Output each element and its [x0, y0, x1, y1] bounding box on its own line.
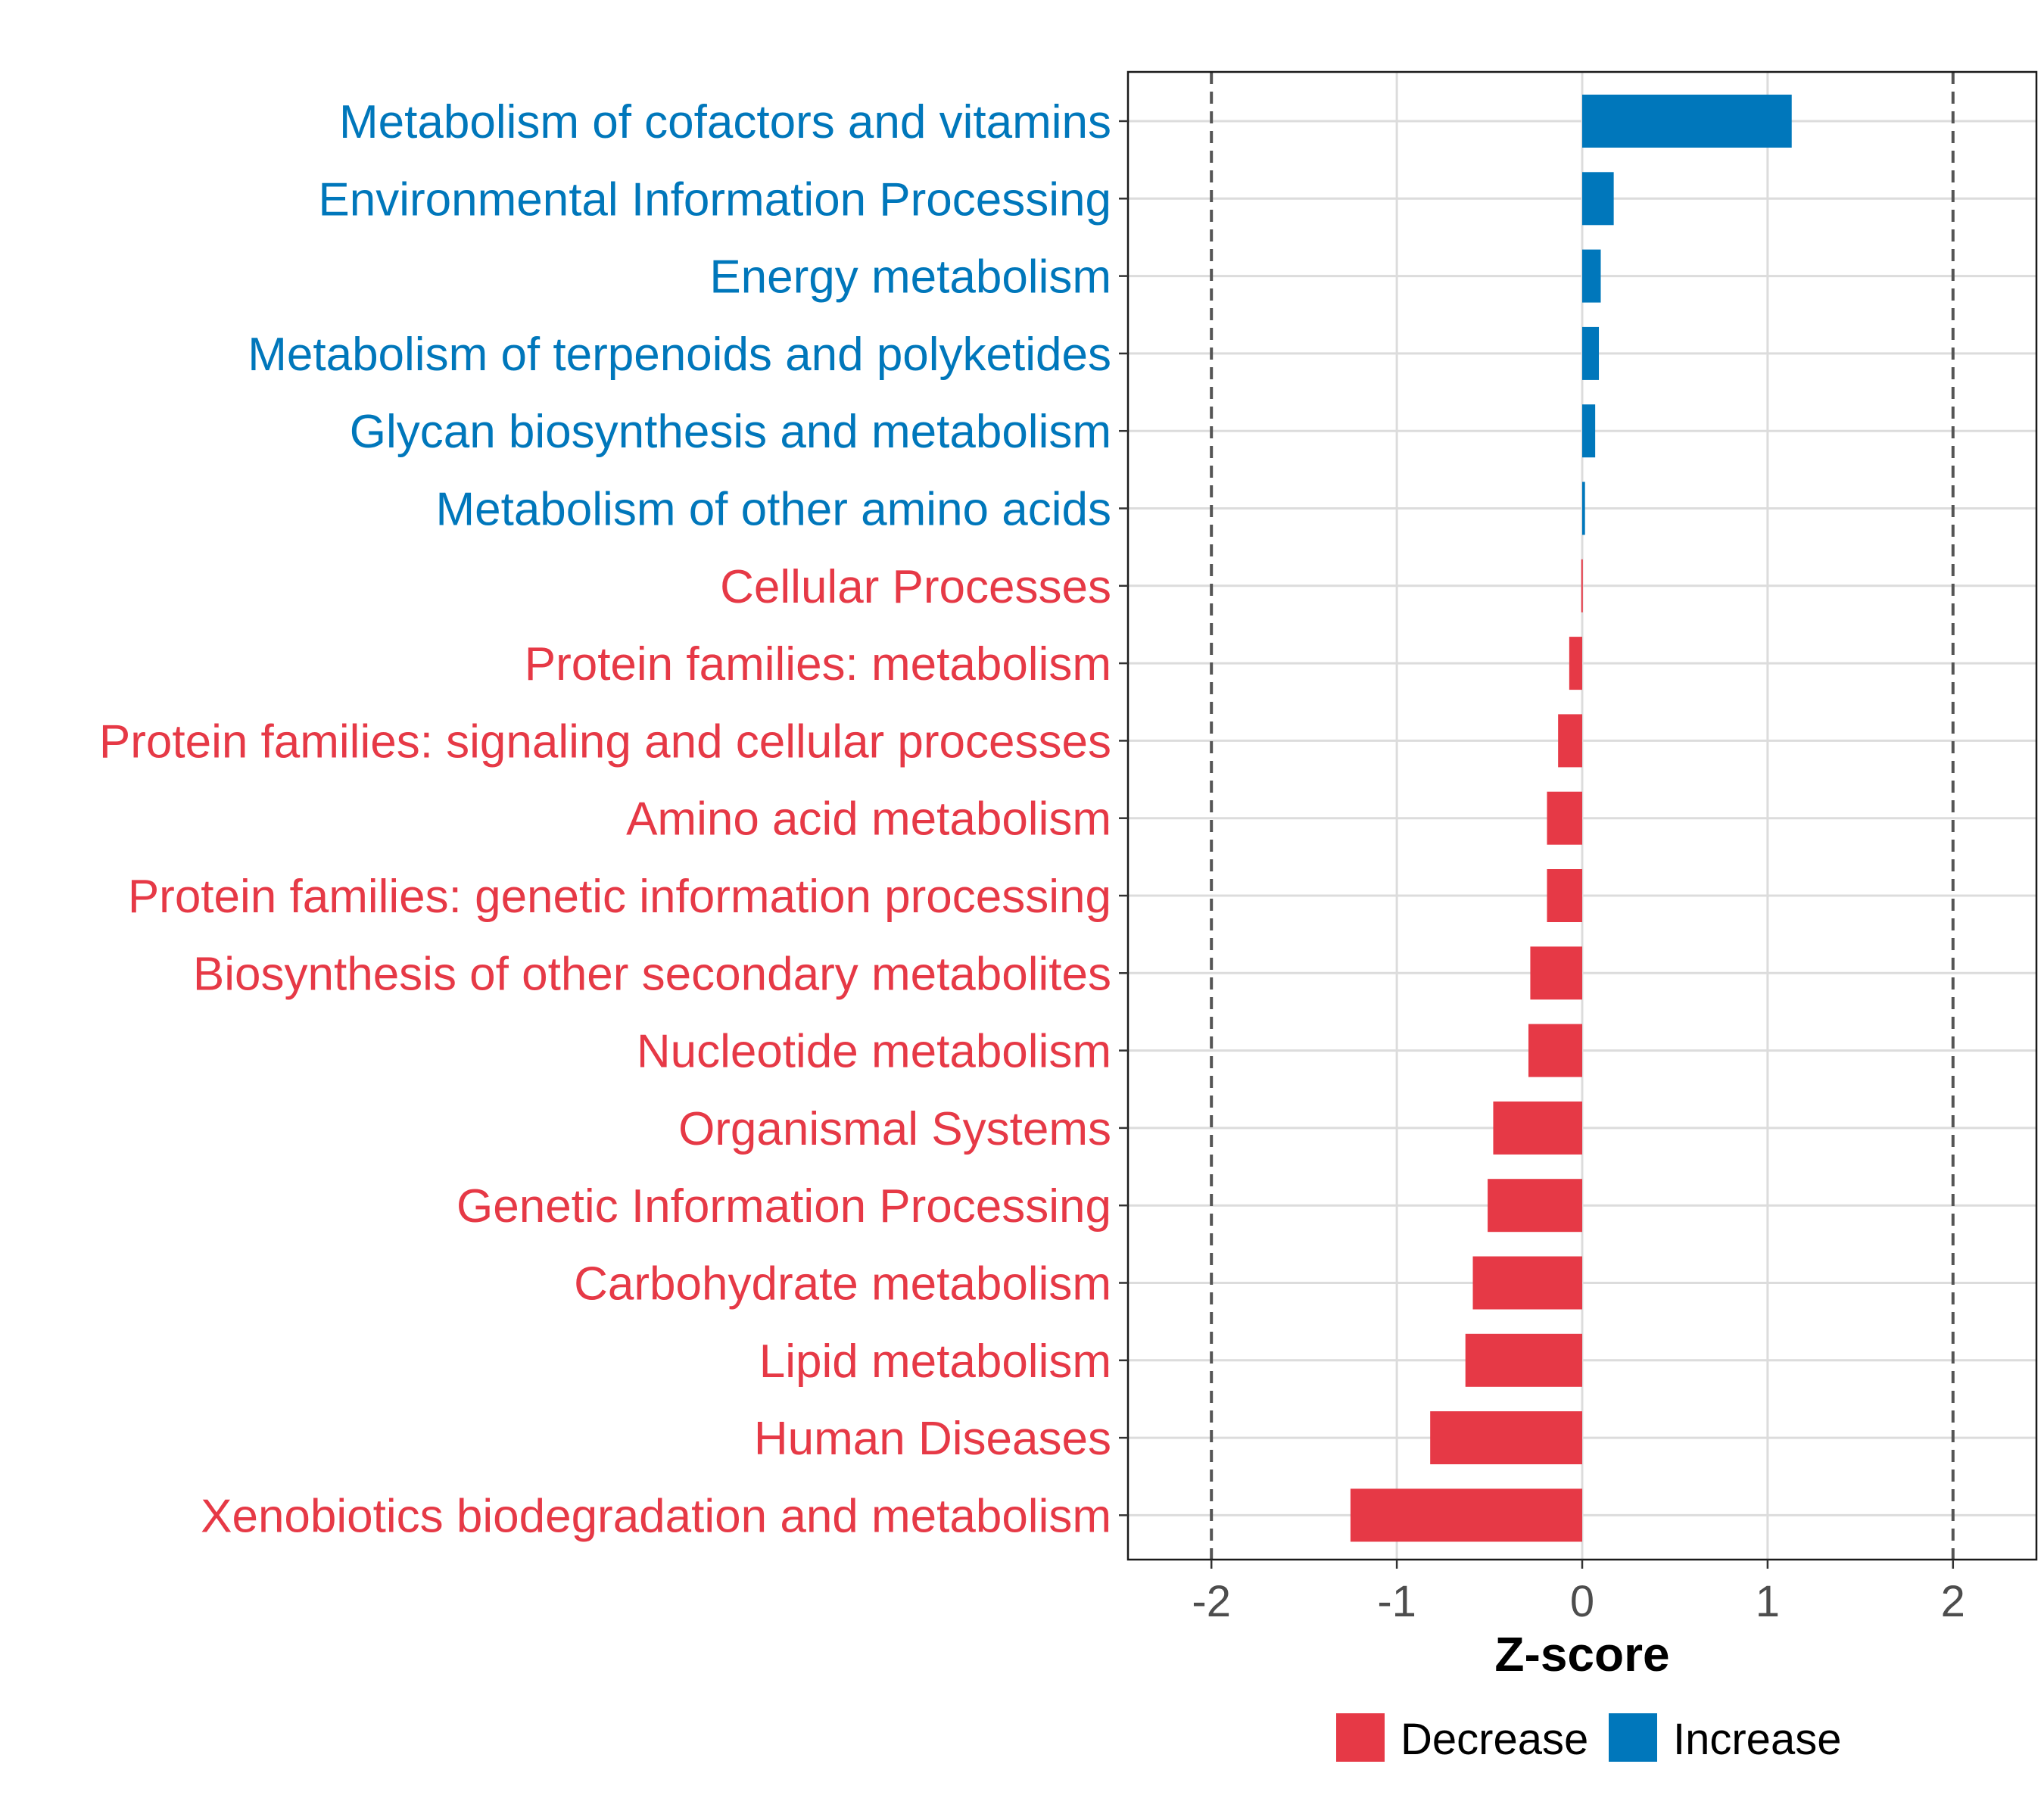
bars [1350, 95, 1792, 1542]
legend-label: Decrease [1401, 1715, 1588, 1764]
category-label: Xenobiotics biodegradation and metabolis… [201, 1490, 1111, 1542]
bar [1582, 172, 1614, 226]
bar [1547, 791, 1582, 845]
category-label: Nucleotide metabolism [637, 1026, 1111, 1078]
category-label: Human Diseases [754, 1413, 1111, 1465]
category-label: Protein families: signaling and cellular… [99, 715, 1111, 768]
x-tick-label: -2 [1192, 1577, 1231, 1626]
category-label: Cellular Processes [720, 561, 1111, 613]
bar [1582, 326, 1600, 380]
category-label: Amino acid metabolism [626, 793, 1111, 846]
bar [1547, 869, 1582, 922]
bar [1488, 1179, 1582, 1233]
category-label: Protein families: metabolism [525, 638, 1111, 690]
category-label: Metabolism of other amino acids [435, 484, 1111, 536]
threshold-lines [1210, 72, 1955, 1560]
legend: Decrease Increase [1336, 1713, 1841, 1764]
category-label: Metabolism of cofactors and vitamins [339, 96, 1111, 148]
legend-label: Increase [1673, 1715, 1841, 1764]
x-tick-label: 1 [1756, 1577, 1780, 1626]
bar [1493, 1101, 1582, 1155]
category-label: Energy metabolism [709, 251, 1111, 304]
bar [1582, 249, 1601, 303]
x-axis-ticks: -2 -1 0 1 2 [1192, 1560, 1965, 1626]
legend-item-decrease: Decrease [1336, 1713, 1588, 1764]
bar [1430, 1411, 1582, 1465]
category-label: Carbohydrate metabolism [574, 1258, 1111, 1311]
bar [1472, 1256, 1582, 1310]
category-label: Organismal Systems [678, 1103, 1111, 1155]
bar [1582, 95, 1792, 148]
bar [1569, 637, 1582, 690]
category-label: Glycan biosynthesis and metabolism [350, 406, 1111, 458]
x-tick-label: 0 [1570, 1577, 1594, 1626]
y-axis-ticks [1119, 120, 1128, 1516]
legend-item-increase: Increase [1609, 1713, 1841, 1764]
category-label: Genetic Information Processing [456, 1180, 1111, 1233]
bar [1528, 1024, 1582, 1077]
category-label: Biosynthesis of other secondary metaboli… [193, 948, 1111, 1000]
bar [1582, 482, 1585, 535]
bar [1350, 1488, 1582, 1542]
legend-swatch [1336, 1713, 1385, 1762]
x-tick-label: -1 [1377, 1577, 1416, 1626]
category-label: Metabolism of terpenoids and polyketides [248, 329, 1111, 381]
bar [1581, 559, 1583, 612]
bar [1582, 404, 1596, 458]
bar [1530, 946, 1582, 1000]
bar [1558, 714, 1582, 768]
category-label: Protein families: genetic information pr… [128, 871, 1111, 923]
y-axis-labels: Metabolism of cofactors and vitamins Envi… [99, 96, 1111, 1542]
category-label: Environmental Information Processing [318, 173, 1111, 226]
legend-swatch [1609, 1713, 1657, 1762]
bar [1465, 1333, 1582, 1387]
category-label: Lipid metabolism [759, 1335, 1111, 1388]
x-axis-title: Z-score [1494, 1627, 1669, 1681]
x-tick-label: 2 [1941, 1577, 1965, 1626]
